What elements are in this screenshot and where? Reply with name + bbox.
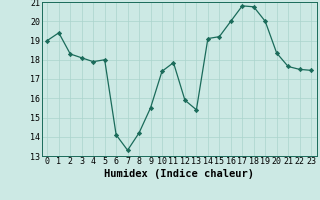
X-axis label: Humidex (Indice chaleur): Humidex (Indice chaleur) — [104, 169, 254, 179]
